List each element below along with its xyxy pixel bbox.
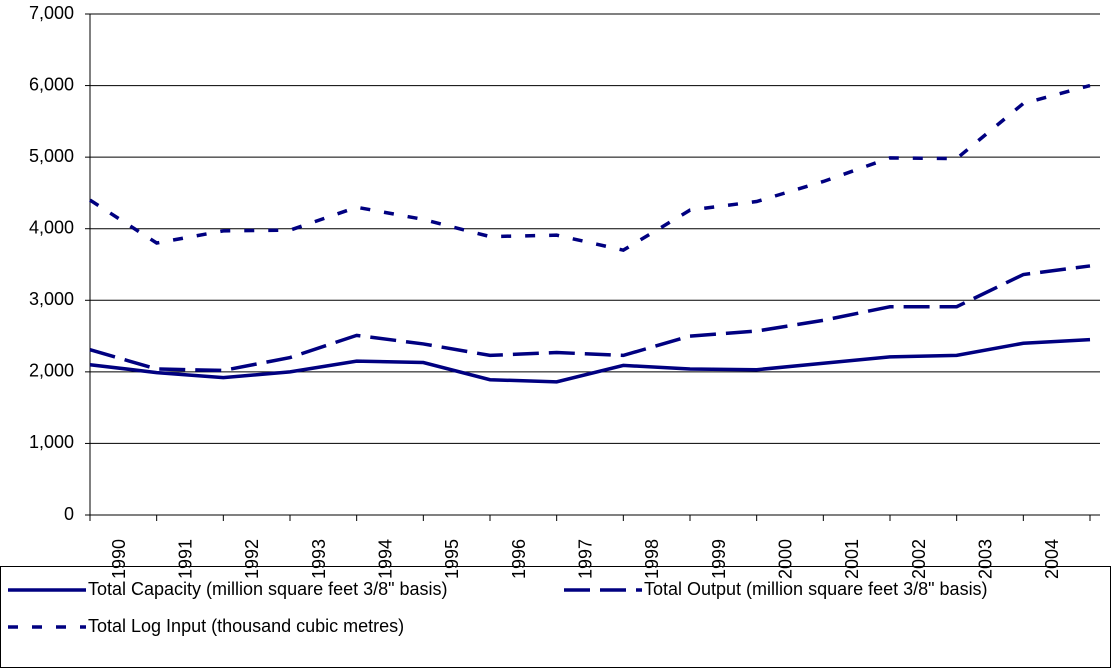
x-tick-label: 1994 <box>375 539 395 579</box>
x-tick-label: 1995 <box>442 539 462 579</box>
x-tick-label: 1991 <box>175 539 195 579</box>
x-tick-label: 2002 <box>909 539 929 579</box>
legend-label: Total Log Input (thousand cubic metres) <box>88 616 404 636</box>
x-tick-label: 1999 <box>709 539 729 579</box>
x-tick-label: 1997 <box>575 539 595 579</box>
y-tick-label: 6,000 <box>29 74 74 94</box>
legend-label: Total Capacity (million square feet 3/8"… <box>88 579 448 599</box>
x-tick-label: 2001 <box>842 539 862 579</box>
series-line <box>89 83 1091 253</box>
x-tick-label: 1992 <box>242 539 262 579</box>
series-line <box>89 264 1091 373</box>
y-tick-label: 3,000 <box>29 289 74 309</box>
y-tick-label: 0 <box>64 504 74 524</box>
x-tick-label: 2004 <box>1042 539 1062 579</box>
y-tick-label: 4,000 <box>29 217 74 237</box>
x-tick-label: 2003 <box>975 539 995 579</box>
series-line <box>89 337 1091 384</box>
y-tick-label: 7,000 <box>29 3 74 23</box>
y-tick-label: 1,000 <box>29 432 74 452</box>
x-tick-label: 1993 <box>309 539 329 579</box>
y-tick-label: 2,000 <box>29 361 74 381</box>
x-tick-label: 1996 <box>509 539 529 579</box>
x-tick-label: 1990 <box>109 539 129 579</box>
legend-label: Total Output (million square feet 3/8" b… <box>644 579 988 599</box>
x-tick-label: 1998 <box>642 539 662 579</box>
x-tick-label: 2005 <box>1109 539 1111 579</box>
y-tick-label: 5,000 <box>29 146 74 166</box>
x-tick-label: 2000 <box>775 539 795 579</box>
